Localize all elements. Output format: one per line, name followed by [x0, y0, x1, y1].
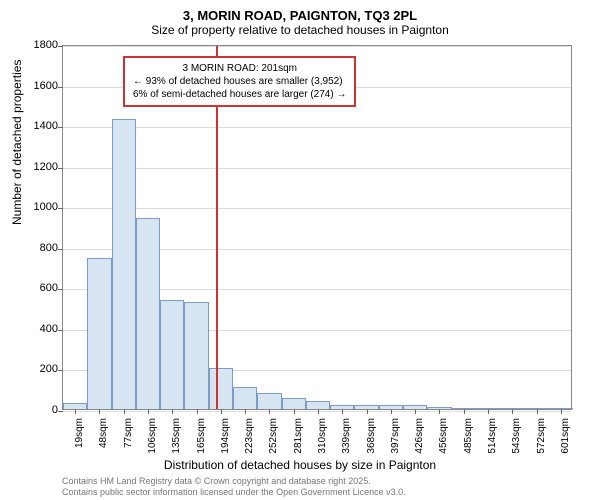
x-tick	[245, 409, 246, 414]
y-tick	[58, 87, 63, 88]
plot-area: 3 MORIN ROAD: 201sqm← 93% of detached ho…	[62, 45, 572, 410]
y-tick-label: 0	[52, 404, 58, 416]
x-tick	[269, 409, 270, 414]
x-tick	[464, 409, 465, 414]
bar	[306, 401, 330, 409]
y-tick	[58, 208, 63, 209]
chart-subtitle: Size of property relative to detached ho…	[0, 23, 600, 41]
bar	[184, 302, 208, 409]
y-tick	[58, 370, 63, 371]
x-tick	[99, 409, 100, 414]
y-tick	[58, 411, 63, 412]
y-tick-label: 400	[40, 323, 58, 335]
x-tick-label: 339sqm	[341, 418, 352, 458]
x-tick	[172, 409, 173, 414]
y-tick-label: 600	[40, 282, 58, 294]
y-tick-label: 1400	[34, 120, 58, 132]
y-tick-label: 1800	[34, 39, 58, 51]
x-tick	[561, 409, 562, 414]
x-tick-label: 572sqm	[536, 418, 547, 458]
bar	[112, 119, 136, 409]
y-tick	[58, 127, 63, 128]
x-tick	[537, 409, 538, 414]
annotation-line: 6% of semi-detached houses are larger (2…	[133, 88, 346, 101]
x-tick	[124, 409, 125, 414]
y-tick-label: 200	[40, 363, 58, 375]
x-tick-label: 368sqm	[366, 418, 377, 458]
x-tick	[512, 409, 513, 414]
x-tick	[294, 409, 295, 414]
x-tick-label: 543sqm	[511, 418, 522, 458]
y-tick	[58, 330, 63, 331]
x-tick	[197, 409, 198, 414]
bar	[87, 258, 111, 409]
x-tick-label: 165sqm	[196, 418, 207, 458]
x-tick-label: 281sqm	[293, 418, 304, 458]
y-tick	[58, 289, 63, 290]
x-tick-label: 223sqm	[244, 418, 255, 458]
x-tick-label: 106sqm	[147, 418, 158, 458]
bar	[160, 300, 184, 410]
gridline	[63, 127, 571, 128]
annotation-line: ← 93% of detached houses are smaller (3,…	[133, 75, 346, 88]
bar	[136, 218, 160, 409]
x-tick	[488, 409, 489, 414]
gridline	[63, 411, 571, 412]
gridline	[63, 208, 571, 209]
x-tick-label: 77sqm	[123, 418, 134, 458]
chart-title: 3, MORIN ROAD, PAIGNTON, TQ3 2PL	[0, 0, 600, 23]
x-tick	[342, 409, 343, 414]
bar	[233, 387, 257, 409]
annotation-line: 3 MORIN ROAD: 201sqm	[133, 62, 346, 75]
y-tick-label: 800	[40, 242, 58, 254]
y-tick-label: 1200	[34, 161, 58, 173]
x-tick-label: 310sqm	[317, 418, 328, 458]
x-tick-label: 485sqm	[463, 418, 474, 458]
x-tick-label: 456sqm	[438, 418, 449, 458]
gridline	[63, 46, 571, 47]
gridline	[63, 168, 571, 169]
y-axis-label: Number of detached properties	[10, 60, 24, 225]
bar	[209, 368, 233, 409]
x-tick	[415, 409, 416, 414]
bar	[257, 393, 281, 409]
y-tick-label: 1000	[34, 201, 58, 213]
x-tick-label: 514sqm	[487, 418, 498, 458]
x-tick	[367, 409, 368, 414]
y-tick-label: 1600	[34, 80, 58, 92]
x-tick-label: 135sqm	[171, 418, 182, 458]
x-axis-label: Distribution of detached houses by size …	[0, 458, 600, 472]
attribution-line1: Contains HM Land Registry data © Crown c…	[62, 476, 406, 487]
x-tick	[391, 409, 392, 414]
bar	[282, 398, 306, 409]
x-tick-label: 194sqm	[220, 418, 231, 458]
y-tick	[58, 46, 63, 47]
x-tick	[221, 409, 222, 414]
attribution: Contains HM Land Registry data © Crown c…	[62, 476, 406, 498]
x-tick	[318, 409, 319, 414]
x-tick-label: 426sqm	[414, 418, 425, 458]
x-tick-label: 48sqm	[98, 418, 109, 458]
y-tick	[58, 249, 63, 250]
annotation-box: 3 MORIN ROAD: 201sqm← 93% of detached ho…	[123, 56, 356, 107]
x-tick-label: 252sqm	[268, 418, 279, 458]
y-tick	[58, 168, 63, 169]
x-tick-label: 397sqm	[390, 418, 401, 458]
x-tick	[439, 409, 440, 414]
x-tick	[75, 409, 76, 414]
attribution-line2: Contains public sector information licen…	[62, 487, 406, 498]
x-tick-label: 601sqm	[560, 418, 571, 458]
x-tick	[148, 409, 149, 414]
x-tick-label: 19sqm	[74, 418, 85, 458]
